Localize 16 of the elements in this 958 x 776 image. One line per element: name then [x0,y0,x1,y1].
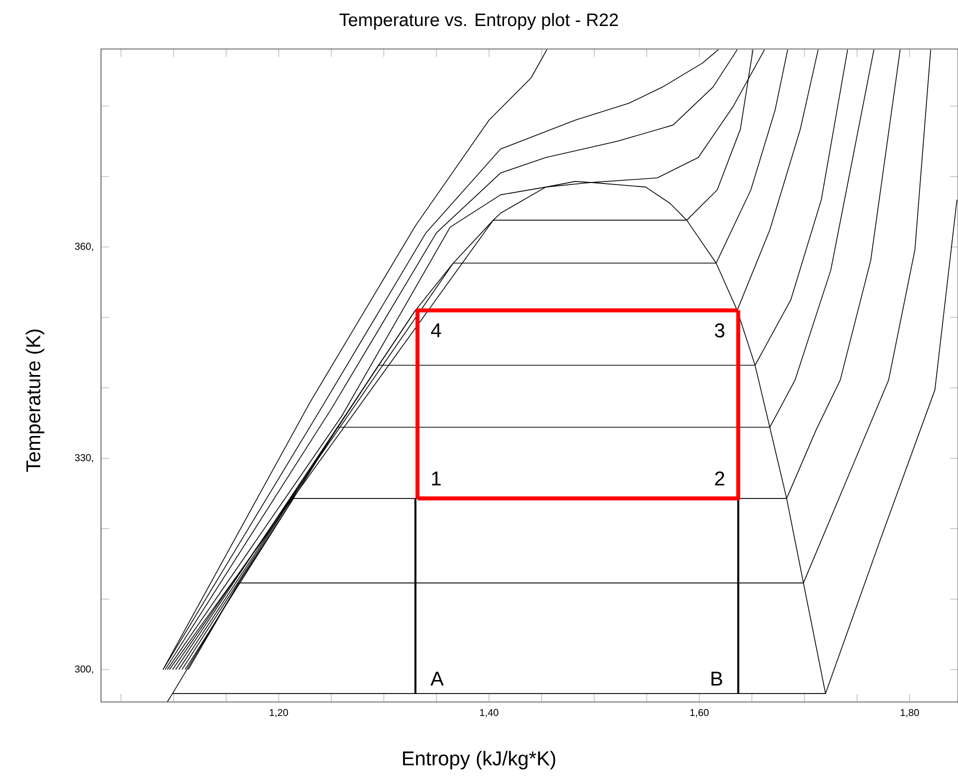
annotation: 2 [715,471,724,486]
x-tick-label: 1,80 [900,709,919,718]
y-tick-label: 300, [74,665,94,674]
x-axis-title: Entropy (kJ/kg*K) [403,750,556,770]
annotation: 3 [714,323,724,338]
annotation: B [712,672,722,686]
x-tick-label: 1,60 [690,709,709,718]
annotation: 4 [431,323,442,338]
y-tick-label: 360, [74,242,94,252]
annotation: 1 [432,472,441,486]
chart-title: Temperature vs. Entropy plot - R22 [339,13,618,30]
x-tick-label: 1,20 [270,709,288,718]
y-tick-label: 330, [74,454,94,462]
x-tick-label: 1,40 [480,709,498,718]
annotation: A [430,672,444,686]
y-axis-title: Temperature (K) [26,330,44,472]
